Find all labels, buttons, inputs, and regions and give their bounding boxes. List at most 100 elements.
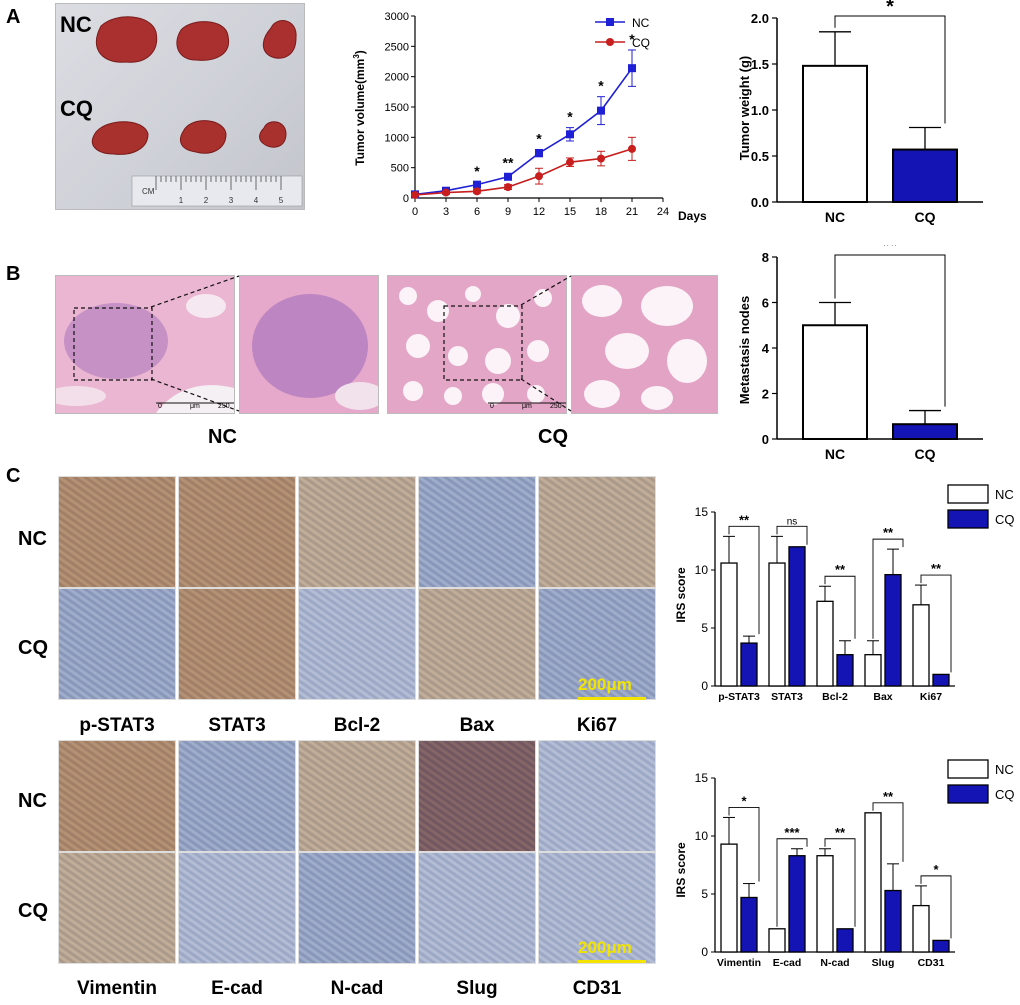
cq-tumors xyxy=(91,120,287,155)
bar-nc xyxy=(802,64,868,203)
he-nc-overview-image xyxy=(56,276,234,413)
significance-label: * xyxy=(629,31,635,47)
legend-swatch xyxy=(947,759,989,779)
ihc-top-row-label-cq: CQ xyxy=(18,637,48,659)
data-point-nc xyxy=(535,149,543,158)
significance-bracket xyxy=(920,875,952,939)
ruler-tick: 5 xyxy=(279,196,284,205)
bar-cq xyxy=(788,546,806,687)
tumor-photo: CM 1 2 3 4 5 NC CQ xyxy=(55,3,305,210)
legend-label-cq: CQ xyxy=(995,787,1015,802)
ihc-image xyxy=(538,740,656,852)
significance-bracket xyxy=(728,525,760,635)
ihc-scale-bar-bottom xyxy=(578,960,646,963)
y-tick-label: 10 xyxy=(695,829,709,843)
ihc-marker-label: Bax xyxy=(459,715,495,736)
he-cq-overview-image xyxy=(388,276,566,413)
ihc-top-row-label-nc: NC xyxy=(18,528,47,550)
ihc-image xyxy=(418,476,536,588)
significance-label: * xyxy=(598,78,604,94)
bar-cq xyxy=(836,654,854,687)
data-point-nc xyxy=(628,64,636,73)
nc-tumors xyxy=(95,16,297,63)
significance-label: * xyxy=(474,163,480,179)
ihc-scale-bar-label-bottom: 200μm xyxy=(578,938,632,957)
ihc-marker-label: Ki67 xyxy=(576,715,618,736)
bar-cq xyxy=(740,642,758,687)
ihc-image xyxy=(418,740,536,852)
x-tick-label: E-cad xyxy=(773,957,802,969)
x-tick-label: 0 xyxy=(412,206,418,218)
data-point-cq xyxy=(473,187,481,196)
y-tick-label: 4 xyxy=(762,341,770,356)
bar-nc xyxy=(864,812,882,953)
significance-label: ** xyxy=(883,789,894,804)
bar-cq xyxy=(788,855,806,953)
bar-nc xyxy=(802,324,868,440)
x-tick-label: N-cad xyxy=(820,957,849,969)
significance-label: ** xyxy=(739,512,750,527)
y-tick-label: 0.5 xyxy=(751,149,769,164)
significance-label: * xyxy=(933,862,939,877)
y-tick-label: 2.0 xyxy=(751,11,769,26)
he-nc-overview: 0 μm 250 xyxy=(55,275,235,414)
bar-cq xyxy=(884,573,902,687)
y-tick-label: 1500 xyxy=(385,102,409,114)
he-scale-end: 250 xyxy=(550,403,562,410)
significance-bracket xyxy=(872,538,904,639)
bar-cq xyxy=(892,148,958,203)
legend-label-nc: NC xyxy=(995,762,1014,777)
ihc-image xyxy=(538,852,656,964)
tumor-volume-xlabel: Days xyxy=(678,209,707,223)
significance-bracket xyxy=(776,525,808,545)
data-point-cq xyxy=(535,172,543,181)
bar-cq xyxy=(740,896,758,953)
ihc-marker-label: STAT3 xyxy=(208,715,266,736)
tumor-weight-chart: 0.0 0.5 1.0 1.5 2.0 NC CQ * Tumor weight (g) xyxy=(737,0,983,225)
ruler-tick: 1 xyxy=(179,196,184,205)
irs-score-bottom-ylabel: IRS score xyxy=(674,842,688,898)
ihc-image xyxy=(418,588,536,700)
y-tick-label: 6 xyxy=(762,296,769,311)
bar-nc xyxy=(720,843,738,953)
ihc-marker-label: Bcl-2 xyxy=(333,715,381,736)
x-tick-label: Vimentin xyxy=(717,957,761,969)
irs-score-chart-bottom: 0 5 10 15 * Vimentin *** E-cad ** N-cad ** Slug * CD3… xyxy=(674,759,1015,969)
ihc-image xyxy=(298,852,416,964)
ihc-image xyxy=(298,588,416,700)
y-tick-label: 0 xyxy=(701,679,708,693)
ruler-tick: 3 xyxy=(229,196,234,205)
he-cq-overview: 0 μm 250 xyxy=(387,275,567,414)
panel-letter-a: A xyxy=(6,6,21,28)
he-nc-zoom-image xyxy=(240,276,378,413)
significance-label: ** xyxy=(931,561,942,576)
ihc-scale-bar-top xyxy=(578,697,646,700)
ihc-bottom-row-label-cq: CQ xyxy=(18,900,48,922)
significance-bracket xyxy=(872,802,904,862)
data-point-nc xyxy=(597,106,605,115)
bar-cq xyxy=(836,928,854,953)
x-tick-label: CD31 xyxy=(918,957,945,969)
significance-label: ** xyxy=(835,825,846,840)
ihc-image xyxy=(178,740,296,852)
significance-label: ns xyxy=(787,516,798,527)
y-tick-label: 5 xyxy=(701,887,708,901)
panel-letter-b: B xyxy=(6,263,21,285)
y-tick-label: 8 xyxy=(762,250,769,265)
bar-cq xyxy=(932,673,950,687)
x-tick-label: 15 xyxy=(564,206,576,218)
data-point-cq xyxy=(411,190,419,199)
legend-swatch xyxy=(947,509,989,529)
he-nc-zoom xyxy=(239,275,379,414)
he-group-label-nc: NC xyxy=(208,426,237,448)
y-tick-label: 2500 xyxy=(385,41,409,53)
significance-label: ** xyxy=(883,525,894,540)
bar-nc xyxy=(864,654,882,687)
significance-label: * xyxy=(886,0,894,18)
metastasis-nodes-chart: 0 2 4 6 8 NC CQ ** Metastasis nodes xyxy=(737,245,983,462)
significance-bracket xyxy=(834,254,946,407)
y-tick-label: 500 xyxy=(391,163,409,175)
bar-nc xyxy=(912,604,930,687)
x-tick-label: 9 xyxy=(505,206,511,218)
data-point-cq xyxy=(597,154,605,163)
